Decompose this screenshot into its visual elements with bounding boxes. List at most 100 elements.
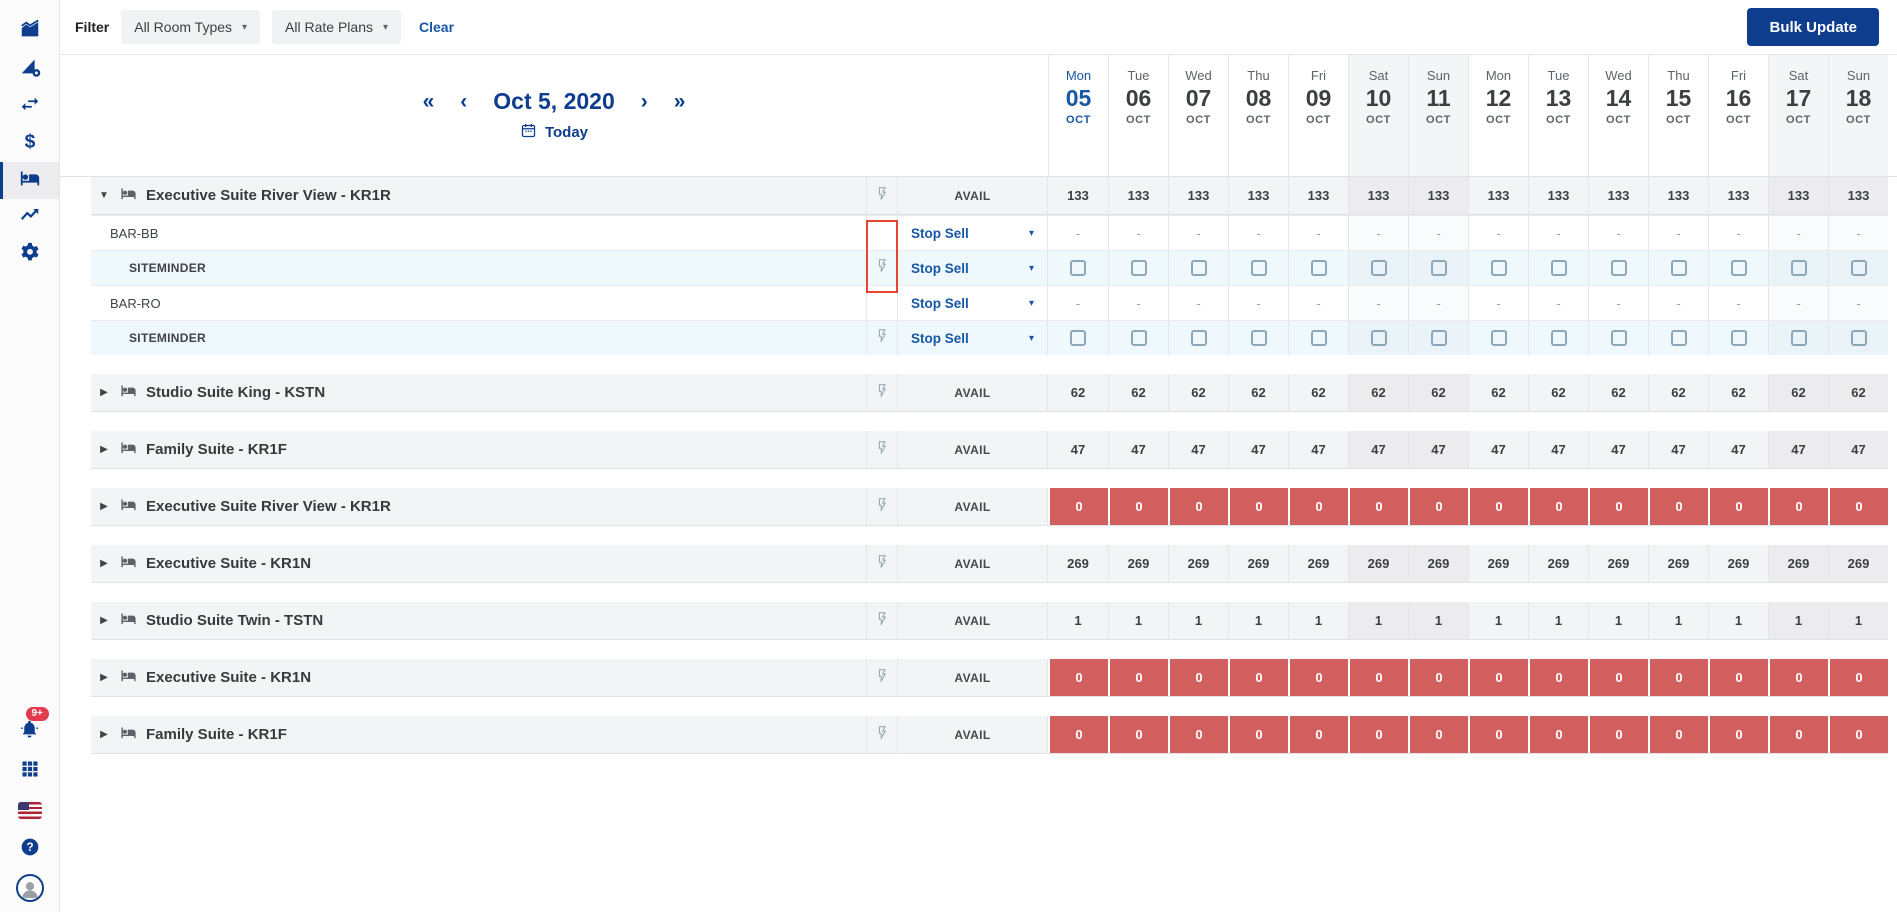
first-page-arrow[interactable]: « (422, 90, 435, 113)
stop-sell-checkbox[interactable] (1430, 260, 1447, 276)
notifications-button[interactable]: 9+ (0, 707, 60, 748)
rate-plans-dropdown[interactable]: All Rate Plans ▾ (272, 10, 402, 44)
sidebar-item-rooms-rates[interactable] (0, 162, 59, 199)
stop-sell-checkbox[interactable] (1310, 330, 1327, 346)
stop-sell-checkbox[interactable] (1790, 260, 1807, 276)
stop-sell-checkbox[interactable] (1850, 330, 1867, 346)
expand-caret-icon[interactable]: ▶ (100, 729, 108, 740)
stop-sell-checkbox[interactable] (1250, 330, 1267, 346)
expand-caret-icon[interactable]: ▶ (100, 558, 108, 569)
room-name: Family Suite - KR1F (146, 726, 287, 743)
expand-caret-icon[interactable]: ▶ (100, 387, 108, 398)
date-title[interactable]: Oct 5, 2020 (493, 88, 615, 114)
bulk-update-button[interactable]: Bulk Update (1747, 8, 1879, 46)
apps-menu-button[interactable] (0, 755, 60, 787)
sidebar-item-performance[interactable] (0, 51, 59, 88)
sidebar-item-payments[interactable] (0, 125, 59, 162)
avail-cell: 133 (1528, 177, 1588, 214)
stop-sell-checkbox[interactable] (1610, 330, 1627, 346)
avail-cell: 269 (1828, 545, 1888, 582)
sidebar-item-dashboard[interactable] (0, 14, 59, 51)
channel-name: SITEMINDER (129, 261, 207, 275)
avail-cell: 0 (1408, 716, 1468, 753)
account-button[interactable] (0, 872, 60, 904)
day-month: OCT (1365, 114, 1392, 127)
room-row[interactable]: ▼ Executive Suite River View - KR1R AVAIL 1… (91, 177, 1888, 215)
language-button[interactable] (0, 794, 60, 826)
stop-sell-checkbox[interactable] (1370, 330, 1387, 346)
stop-sell-dropdown[interactable]: Stop Sell ▾ (898, 321, 1048, 355)
avail-cell: 0 (1828, 488, 1888, 525)
stop-sell-checkbox[interactable] (1550, 330, 1567, 346)
stop-sell-checkbox[interactable] (1730, 330, 1747, 346)
flash-icon (875, 668, 890, 688)
room-row[interactable]: ▶ Executive Suite - KR1N AVAIL 0 0 0 0 0 0 0 0 0 0 0 0… (91, 659, 1888, 697)
today-button[interactable]: Today (520, 122, 588, 143)
filter-bar: Filter All Room Types ▾ All Rate Plans ▾… (60, 0, 1897, 55)
expand-caret-icon[interactable]: ▶ (100, 444, 108, 455)
room-types-dropdown[interactable]: All Room Types ▾ (121, 10, 261, 44)
dash-cell: - (1708, 216, 1768, 250)
stop-sell-checkbox[interactable] (1430, 330, 1447, 346)
stop-sell-checkbox[interactable] (1490, 260, 1507, 276)
dash-cell: - (1528, 216, 1588, 250)
stop-sell-checkbox[interactable] (1610, 260, 1627, 276)
stop-sell-checkbox[interactable] (1190, 330, 1207, 346)
flash-cell (866, 177, 898, 214)
caret-down-icon: ▾ (1028, 332, 1034, 344)
stop-sell-checkbox[interactable] (1490, 330, 1507, 346)
stop-sell-dropdown[interactable]: Stop Sell ▾ (898, 251, 1048, 285)
stop-sell-dropdown[interactable]: Stop Sell ▾ (898, 286, 1048, 320)
day-header: Wed 07 OCT (1168, 55, 1228, 176)
stop-sell-checkbox[interactable] (1850, 260, 1867, 276)
avail-cell: 269 (1768, 545, 1828, 582)
avail-cell: 0 (1648, 659, 1708, 696)
flash-icon (875, 497, 890, 517)
sidebar-item-insights[interactable] (0, 199, 59, 236)
next-page-arrow[interactable]: › (640, 90, 648, 113)
avail-values: 47 47 47 47 47 47 47 47 47 47 47 47 47 47 (1048, 431, 1888, 468)
expand-caret-icon[interactable]: ▼ (99, 190, 109, 201)
stop-sell-checkbox[interactable] (1550, 260, 1567, 276)
sidebar-item-distribution[interactable] (0, 88, 59, 125)
dash-cell: - (1075, 225, 1081, 241)
stop-sell-checkbox[interactable] (1790, 330, 1807, 346)
room-row[interactable]: ▶ Family Suite - KR1F AVAIL 47 47 47 47 47 47 47 4… (91, 431, 1888, 469)
stop-sell-checkbox[interactable] (1070, 330, 1086, 346)
flash-icon (875, 328, 890, 348)
stop-sell-checkbox[interactable] (1670, 260, 1687, 276)
stop-sell-checkbox[interactable] (1310, 260, 1327, 276)
stop-sell-checkbox[interactable] (1130, 330, 1147, 346)
stop-sell-checkbox[interactable] (1370, 260, 1387, 276)
day-header: Mon 12 OCT (1468, 55, 1528, 176)
avail-cell: 0 (1108, 659, 1168, 696)
avail-cell: 47 (1708, 431, 1768, 468)
expand-caret-icon[interactable]: ▶ (100, 672, 108, 683)
stop-sell-checkbox[interactable] (1070, 260, 1086, 276)
room-row[interactable]: ▶ Executive Suite - KR1N AVAIL 269 269 269 269… (91, 545, 1888, 583)
stop-sell-checkbox[interactable] (1730, 260, 1747, 276)
stop-sell-checkbox[interactable] (1190, 260, 1207, 276)
last-page-arrow[interactable]: » (673, 90, 686, 113)
room-row[interactable]: ▶ Studio Suite Twin - TSTN AVAIL 1 1 1 1 1 1 1 1 1 1… (91, 602, 1888, 640)
avail-cell: 0 (1768, 659, 1828, 696)
help-button[interactable] (0, 833, 60, 865)
clear-filters-link[interactable]: Clear (419, 19, 455, 35)
room-row[interactable]: ▶ Studio Suite King - KSTN AVAIL 62 62 62 62 62… (91, 374, 1888, 412)
expand-caret-icon[interactable]: ▶ (100, 615, 108, 626)
stop-sell-checkbox[interactable] (1250, 260, 1267, 276)
prev-page-arrow[interactable]: ‹ (460, 90, 468, 113)
sidebar-item-settings[interactable] (0, 236, 59, 273)
stop-sell-checkbox[interactable] (1670, 330, 1687, 346)
stop-sell-checkbox[interactable] (1130, 260, 1147, 276)
room-row[interactable]: ▶ Executive Suite River View - KR1R AVAIL 0… (91, 488, 1888, 526)
stop-sell-cell (1528, 321, 1588, 355)
expand-caret-icon[interactable]: ▶ (100, 501, 108, 512)
day-number: 11 (1426, 85, 1451, 111)
room-row[interactable]: ▶ Family Suite - KR1F AVAIL 0 0 0 0 0 0 0 0 0 0 0 0 0 0 (91, 716, 1888, 754)
avail-header-cell: AVAIL (898, 716, 1048, 753)
avail-cell: 269 (1708, 545, 1768, 582)
stop-sell-dropdown[interactable]: Stop Sell ▾ (898, 216, 1048, 250)
